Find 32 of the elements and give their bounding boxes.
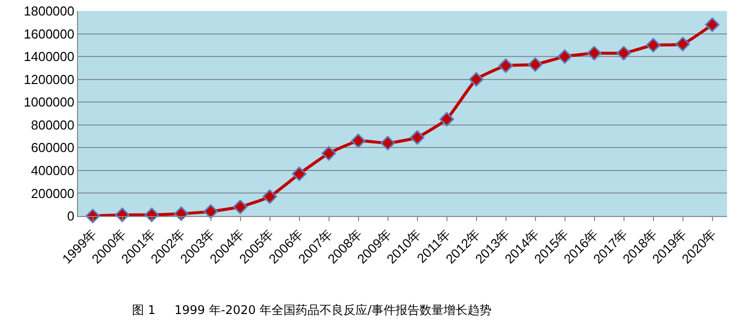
point [233, 200, 248, 214]
y-tick-label: 1200000 [24, 72, 74, 87]
point [144, 208, 159, 222]
y-tick-label: 0 [67, 208, 74, 224]
point [498, 58, 513, 73]
point [174, 206, 188, 221]
point [676, 36, 690, 52]
caption: 图 1 1999 年-2020 年全国药品不良反应/事件报告数量增长趋势 [132, 303, 492, 317]
point [292, 166, 306, 182]
y-tick-label: 1800000 [24, 4, 74, 19]
point [410, 130, 424, 145]
y-tick-label: 800000 [31, 117, 74, 132]
y-tick-label: 1400000 [24, 49, 74, 64]
point [587, 46, 602, 60]
point [440, 112, 454, 126]
point [204, 204, 218, 219]
y-tick-label: 600000 [31, 140, 74, 156]
point [558, 49, 572, 64]
point [322, 146, 336, 161]
y-tick-label: 200000 [31, 186, 74, 201]
y-tick-label: 1600000 [24, 26, 74, 42]
point [115, 208, 130, 222]
point [351, 134, 366, 148]
point [646, 38, 660, 52]
point [528, 57, 542, 72]
y-tick-label: 400000 [31, 162, 74, 178]
point [380, 136, 395, 150]
point [705, 17, 720, 32]
y-tick-label: 1000000 [24, 94, 74, 110]
point [262, 189, 277, 204]
point [469, 72, 484, 87]
point [616, 46, 631, 60]
